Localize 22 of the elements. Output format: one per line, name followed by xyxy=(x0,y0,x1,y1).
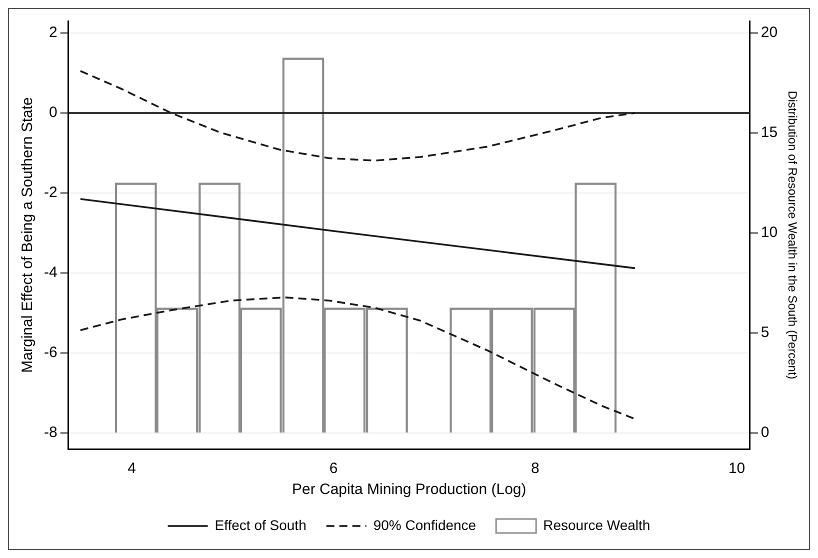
y-tick-label: 2 xyxy=(48,24,58,42)
y2-tick-label: 0 xyxy=(760,424,770,442)
y2-tick-label: 10 xyxy=(760,224,778,242)
y2-tick-label: 15 xyxy=(760,124,778,142)
y-axis-title: Marginal Effect of Being a Southern State xyxy=(19,97,36,373)
legend-label: 90% Confidence xyxy=(373,516,476,533)
y2-axis-title: Distribution of Resource Wealth in the South (Percent) xyxy=(785,90,800,380)
y-tick-label: -4 xyxy=(44,264,58,282)
y-tick-label: -8 xyxy=(44,424,58,442)
x-tick-label: 4 xyxy=(128,460,136,478)
x-tick-label: 6 xyxy=(329,460,338,478)
y-tick-label: -2 xyxy=(44,184,58,202)
y-tick-label: -6 xyxy=(44,344,58,362)
x-tick-label: 10 xyxy=(728,460,746,478)
y2-tick-label: 20 xyxy=(760,24,778,42)
x-axis-title: Per Capita Mining Production (Log) xyxy=(292,481,526,498)
legend-label: Resource Wealth xyxy=(543,516,650,533)
x-tick-label: 8 xyxy=(530,460,540,478)
y2-tick-label: 5 xyxy=(760,324,770,342)
legend-label: Effect of South xyxy=(214,516,306,533)
y-tick-label: 0 xyxy=(48,104,58,122)
line-series xyxy=(80,296,636,420)
